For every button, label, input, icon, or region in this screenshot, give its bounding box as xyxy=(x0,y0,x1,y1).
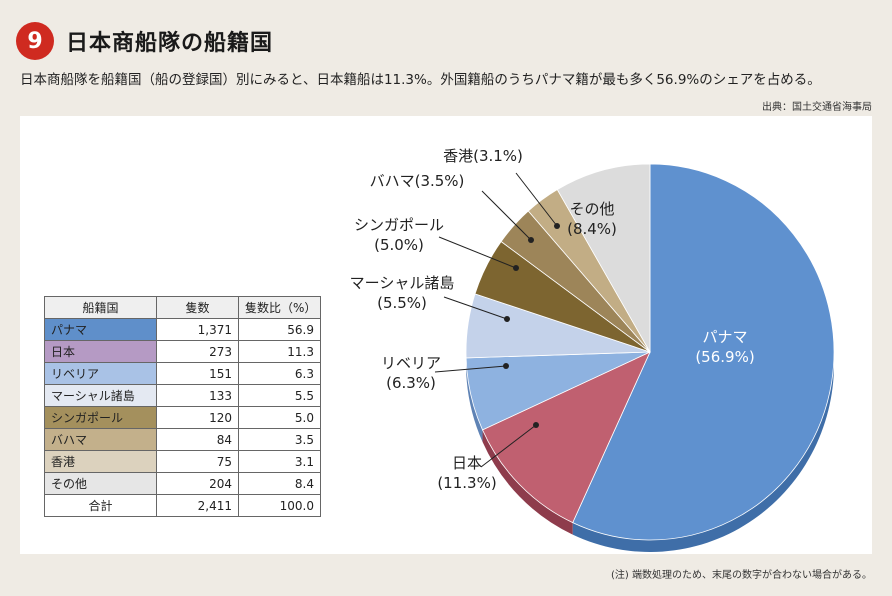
pie-slice xyxy=(556,163,651,354)
leader-line xyxy=(515,172,558,227)
slice-percent: (11.3%) xyxy=(437,474,496,492)
slice-label: バハマ(3.5%) xyxy=(370,172,465,190)
slice-label: 日本 xyxy=(452,454,482,472)
pie-slice xyxy=(572,163,835,541)
slice-label: リベリア xyxy=(381,354,441,372)
row-count: 120 xyxy=(156,406,239,429)
table-row: マーシャル諸島 133 5.5 xyxy=(44,384,321,407)
slice-percent: (5.0%) xyxy=(374,236,424,254)
slice-label: その他 xyxy=(569,200,614,218)
row-percent: 3.1 xyxy=(238,450,321,473)
chart-title: 日本商船隊の船籍国 xyxy=(66,31,274,56)
leader-line xyxy=(480,424,537,468)
row-count: 151 xyxy=(156,362,239,385)
leader-line xyxy=(443,296,508,320)
table-row: 香港 75 3.1 xyxy=(44,450,321,473)
slice-percent: (6.3%) xyxy=(386,374,436,392)
total-label: 合計 xyxy=(44,494,157,517)
row-country: シンガポール xyxy=(44,406,157,429)
header-country: 船籍国 xyxy=(44,296,157,319)
table-header-row: 船籍国 隻数 隻数比（%） xyxy=(44,296,321,319)
row-country: 日本 xyxy=(44,340,157,363)
leader-dot xyxy=(533,422,539,428)
slice-percent: (8.4%) xyxy=(567,220,617,238)
footnote: (注) 端数処理のため、末尾の数字が合わない場合がある。 xyxy=(611,570,872,581)
table-body: パナマ 1,371 56.9 日本 273 11.3 リベリア 151 6.3 マーシャル諸島 13… xyxy=(44,318,321,517)
table-row: その他 204 8.4 xyxy=(44,472,321,495)
leader-dot xyxy=(504,316,510,322)
pie-side-0 xyxy=(572,352,834,552)
slice-label: パナマ xyxy=(702,328,747,346)
header-percent: 隻数比（%） xyxy=(238,296,321,319)
pie-side-1 xyxy=(482,429,573,535)
leader-line xyxy=(481,190,532,241)
slice-percent: (5.5%) xyxy=(377,294,427,312)
row-country: リベリア xyxy=(44,362,157,385)
table-row: シンガポール 120 5.0 xyxy=(44,406,321,429)
row-country: バハマ xyxy=(44,428,157,451)
slice-label: シンガポール xyxy=(354,216,444,234)
data-table: 船籍国 隻数 隻数比（%） パナマ 1,371 56.9 日本 273 11.3 リベリア 1… xyxy=(44,296,321,517)
table-total-row: 合計 2,411 100.0 xyxy=(44,494,321,517)
table-row: パナマ 1,371 56.9 xyxy=(44,318,321,341)
row-percent: 5.5 xyxy=(238,384,321,407)
row-country: 香港 xyxy=(44,450,157,473)
row-percent: 8.4 xyxy=(238,472,321,495)
slice-label: 香港(3.1%) xyxy=(443,147,523,165)
pie-slice xyxy=(482,351,651,524)
row-count: 84 xyxy=(156,428,239,451)
source-credit: 出典：国土交通省海事局 xyxy=(762,102,872,113)
row-percent: 11.3 xyxy=(238,340,321,363)
figure-number-badge: 9 xyxy=(16,22,54,60)
row-country: マーシャル諸島 xyxy=(44,384,157,407)
row-percent: 5.0 xyxy=(238,406,321,429)
chart-subtitle: 日本商船隊を船籍国（船の登録国）別にみると、日本籍船は11.3%。外国籍船のうち… xyxy=(20,72,821,88)
chart-header: 9 日本商船隊の船籍国 xyxy=(16,22,273,60)
leader-dot xyxy=(528,237,534,243)
row-count: 204 xyxy=(156,472,239,495)
slice-label: マーシャル諸島 xyxy=(350,274,455,292)
chart-panel: 船籍国 隻数 隻数比（%） パナマ 1,371 56.9 日本 273 11.3 リベリア 1… xyxy=(20,116,872,554)
leader-dot xyxy=(554,223,560,229)
row-percent: 56.9 xyxy=(238,318,321,341)
total-count: 2,411 xyxy=(156,494,239,517)
total-percent: 100.0 xyxy=(238,494,321,517)
pie-chart: パナマ (56.9%) 日本 (11.3%) リベリア (6.3%) マーシャル諸島 (5.5… xyxy=(350,147,835,552)
row-count: 1,371 xyxy=(156,318,239,341)
table-row: リベリア 151 6.3 xyxy=(44,362,321,385)
leader-line xyxy=(438,236,517,269)
table-row: バハマ 84 3.5 xyxy=(44,428,321,451)
slice-percent: (56.9%) xyxy=(695,348,754,366)
leader-dot xyxy=(503,363,509,369)
header-count: 隻数 xyxy=(156,296,239,319)
row-count: 133 xyxy=(156,384,239,407)
leader-line xyxy=(434,365,507,373)
leader-dot xyxy=(513,265,519,271)
